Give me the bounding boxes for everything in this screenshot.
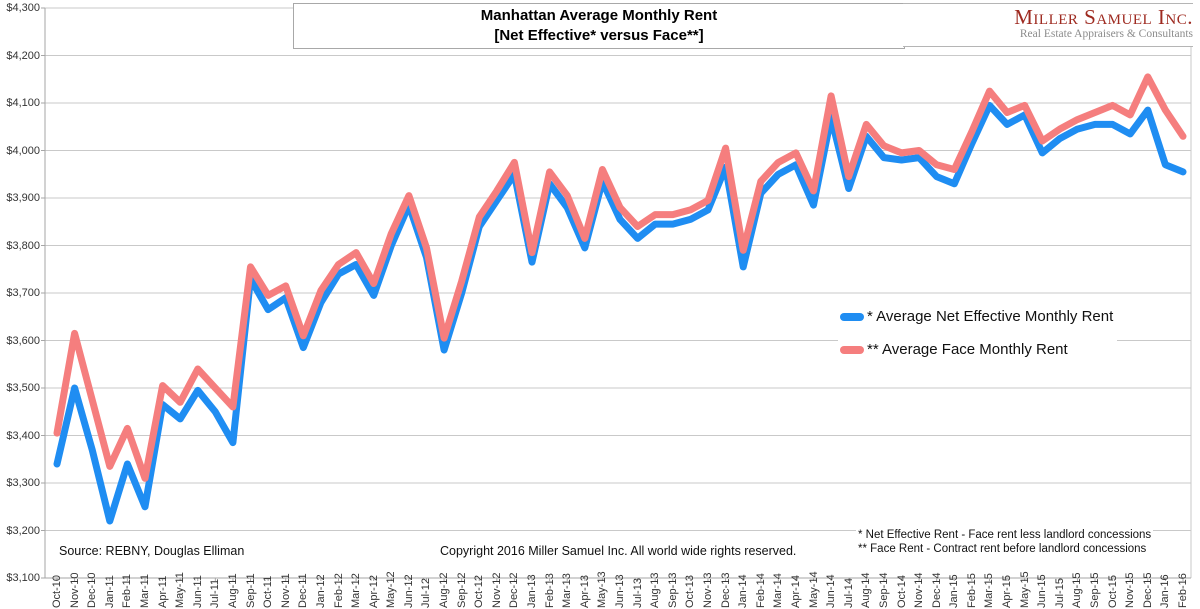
x-axis-tick-label: Apr-11 <box>156 575 169 608</box>
x-axis-tick-label: Jun-12 <box>402 574 415 608</box>
face-line-swatch-icon <box>840 345 864 354</box>
logo-tagline: Real Estate Appraisers & Consultants <box>1019 28 1193 40</box>
x-axis-tick-label: Jan-15 <box>948 574 961 608</box>
x-axis-tick-label: May-11 <box>174 572 187 608</box>
x-axis-tick-label: Oct-10 <box>51 574 63 608</box>
x-axis-tick-label: May-14 <box>807 571 820 608</box>
x-axis-tick-label: Aug-11 <box>226 573 239 608</box>
x-axis-tick-label: Mar-12 <box>350 573 363 608</box>
face-rent-line <box>53 73 1187 482</box>
x-axis-tick-label: Aug-14 <box>860 572 873 608</box>
x-axis-tick-label: Jul-15 <box>1053 578 1066 608</box>
x-axis-tick-label: May-13 <box>596 571 609 608</box>
x-axis-tick-label: Mar-11 <box>138 573 151 608</box>
x-axis-tick-label: Feb-13 <box>543 573 556 608</box>
x-axis-tick-label: Dec-12 <box>508 572 521 608</box>
y-axis-tick-label: $4,200 <box>6 49 40 62</box>
x-axis-tick-label: Dec-13 <box>719 572 732 608</box>
x-axis-tick-label: Sep-12 <box>455 572 468 608</box>
chart-title-box: Manhattan Average Monthly Rent [Net Effe… <box>293 3 905 49</box>
x-axis-tick-label: Jan-12 <box>314 574 327 608</box>
x-axis-tick-label: Oct-11 <box>262 575 275 608</box>
y-axis-tick-label: $3,100 <box>6 572 40 584</box>
x-axis-tick-label: Jun-14 <box>825 574 838 608</box>
x-axis-tick-label: Oct-13 <box>684 574 697 608</box>
y-axis-tick-label: $3,300 <box>6 477 40 489</box>
x-axis-tick-label: Feb-11 <box>121 573 134 608</box>
x-axis-tick-label: Aug-13 <box>649 572 662 608</box>
x-axis-tick-label: Nov-11 <box>279 573 292 608</box>
chart-title-line1: Manhattan Average Monthly Rent <box>480 7 718 24</box>
legend-item-net-effective: * Average Net Effective Monthly Rent <box>838 306 1118 327</box>
x-axis-tick-label: Nov-15 <box>1124 572 1137 608</box>
x-axis-tick-label: Aug-15 <box>1071 572 1084 608</box>
legend-label-net-effective: * Average Net Effective Monthly Rent <box>867 308 1114 325</box>
x-axis-tick-label: Oct-12 <box>473 574 486 608</box>
net-effective-line-swatch-icon <box>840 312 864 321</box>
x-axis-tick-label: May-12 <box>385 571 398 608</box>
x-axis-tick-label: Aug-12 <box>438 572 451 608</box>
source-note: Source: REBNY, Douglas Elliman <box>57 544 247 558</box>
x-axis-tick-label: Feb-12 <box>332 573 345 608</box>
x-axis-tick-label: Nov-14 <box>913 572 926 608</box>
x-axis-tick-label: Jun-15 <box>1036 574 1049 608</box>
y-axis-tick-label: $3,700 <box>6 287 40 299</box>
footnotes: * Net Effective Rent - Face rent less la… <box>856 528 1154 556</box>
x-axis-tick-label: Mar-13 <box>561 573 574 608</box>
x-axis-tick-label: Dec-11 <box>297 573 310 608</box>
copyright-note: Copyright 2016 Miller Samuel Inc. All wo… <box>438 544 799 558</box>
footnote-net-effective: * Net Effective Rent - Face rent less la… <box>858 529 1152 541</box>
x-axis-tick-label: Nov-12 <box>490 572 503 608</box>
legend-item-face: ** Average Face Monthly Rent <box>838 339 1118 360</box>
x-axis-tick-label: Jun-13 <box>614 574 626 608</box>
y-axis-tick-label: $3,200 <box>6 524 40 537</box>
x-axis-tick-label: Dec-10 <box>86 572 99 608</box>
chart-title-line2: [Net Effective* versus Face**] <box>494 27 704 44</box>
x-axis-tick-label: Feb-16 <box>1177 573 1189 608</box>
x-axis-tick-label: Sep-15 <box>1089 572 1102 608</box>
legend-label-face: ** Average Face Monthly Rent <box>867 341 1068 358</box>
x-axis-tick-label: Sep-14 <box>877 572 890 608</box>
x-axis-tick-label: Jan-11 <box>103 575 116 608</box>
x-axis-tick-label: Nov-10 <box>68 572 81 608</box>
x-axis-tick-label: Jan-16 <box>1159 574 1172 608</box>
y-axis-tick-label: $3,800 <box>6 239 40 252</box>
x-axis-tick-label: Sep-11 <box>244 573 257 608</box>
x-axis-tick-label: Apr-14 <box>789 574 802 608</box>
x-axis-tick-label: Jun-11 <box>191 575 204 608</box>
y-axis-tick-label: $4,000 <box>6 144 40 157</box>
x-axis-tick-label: Oct-14 <box>895 574 908 608</box>
x-axis-tick-label: Apr-15 <box>1001 574 1014 608</box>
y-axis-tick-label: $3,600 <box>6 334 40 347</box>
x-axis-tick-label: Mar-15 <box>983 573 996 608</box>
x-axis-tick-label: Mar-14 <box>772 573 785 608</box>
x-axis-tick-label: Jul-14 <box>842 578 855 608</box>
miller-samuel-logo: Miller Samuel Inc. Real Estate Appraiser… <box>903 3 1193 47</box>
x-axis-tick-label: Jan-13 <box>526 574 539 608</box>
y-axis-tick-label: $3,500 <box>6 382 40 394</box>
x-axis-tick-label: Jan-14 <box>737 574 750 608</box>
y-axis-tick-label: $4,100 <box>6 97 40 109</box>
x-axis-tick-label: May-15 <box>1018 571 1031 608</box>
y-axis-tick-label: $3,900 <box>6 192 40 204</box>
x-axis-tick-label: Dec-14 <box>930 572 943 608</box>
y-axis-tick-label: $3,400 <box>6 429 40 442</box>
footnote-face: ** Face Rent - Contract rent before land… <box>858 543 1147 555</box>
x-axis-tick-label: Feb-15 <box>965 573 978 608</box>
x-axis-tick-label: Sep-13 <box>666 572 679 608</box>
x-axis-tick-label: Jul-11 <box>209 578 222 608</box>
x-axis-tick-label: Apr-13 <box>578 574 591 608</box>
x-axis-tick-label: Jul-13 <box>631 578 644 608</box>
logo-company-name: Miller Samuel Inc. <box>1014 5 1193 29</box>
y-axis-tick-label: $4,300 <box>6 2 40 14</box>
x-axis-tick-label: Dec-15 <box>1141 572 1154 608</box>
x-axis-tick-label: Feb-14 <box>754 573 767 608</box>
x-axis-tick-label: Nov-13 <box>701 572 714 608</box>
x-axis-tick-label: Apr-12 <box>367 574 380 608</box>
x-axis-tick-label: Jul-12 <box>420 578 433 608</box>
x-axis-tick-label: Oct-15 <box>1106 574 1119 608</box>
chart-legend: * Average Net Effective Monthly Rent ** … <box>838 306 1118 372</box>
